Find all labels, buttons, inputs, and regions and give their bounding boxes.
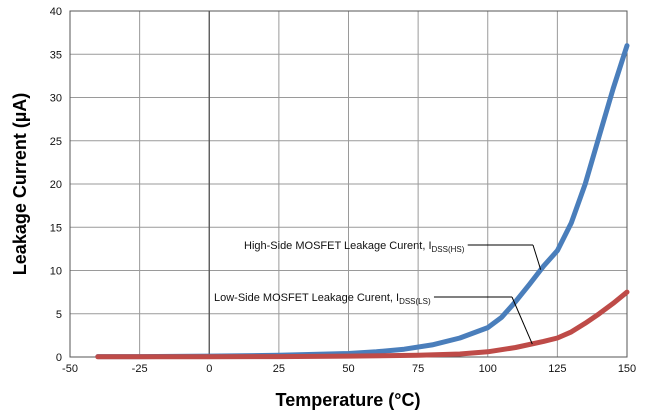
low-side-annotation: Low-Side MOSFET Leakage Curent, IDSS(LS) bbox=[214, 292, 431, 306]
y-tick-label: 0 bbox=[56, 352, 62, 364]
high-side-annotation: High-Side MOSFET Leakage Curent, IDSS(HS… bbox=[244, 240, 465, 254]
y-tick-label: 10 bbox=[50, 266, 62, 278]
low-side-annotation-subscript: DSS(LS) bbox=[399, 297, 431, 306]
x-tick-label: -25 bbox=[132, 363, 148, 375]
y-tick-labels: 0 5 10 15 20 25 30 35 40 bbox=[50, 6, 62, 364]
series-line-low-side bbox=[95, 289, 630, 360]
x-tick-label: -50 bbox=[62, 363, 78, 375]
y-tick-label: 5 bbox=[56, 309, 62, 321]
y-tick-label: 40 bbox=[50, 6, 62, 18]
annotations: High-Side MOSFET Leakage Curent, IDSS(HS… bbox=[214, 240, 542, 345]
y-axis-title: Leakage Current (µA) bbox=[10, 93, 30, 275]
x-tick-labels: -50 -25 0 25 50 75 100 125 150 bbox=[62, 363, 636, 375]
x-tick-label: 25 bbox=[273, 363, 285, 375]
high-side-annotation-text: High-Side MOSFET Leakage Curent, I bbox=[244, 240, 432, 252]
x-tick-label: 75 bbox=[412, 363, 424, 375]
y-tick-label: 35 bbox=[50, 49, 62, 61]
low-side-annotation-text: Low-Side MOSFET Leakage Curent, I bbox=[214, 292, 399, 304]
y-tick-label: 20 bbox=[50, 179, 62, 191]
data-series bbox=[95, 43, 630, 360]
y-tick-label: 30 bbox=[50, 93, 62, 105]
x-axis-title: Temperature (°C) bbox=[276, 390, 421, 410]
x-tick-label: 150 bbox=[618, 363, 636, 375]
low-side-leader-line-slope bbox=[511, 296, 533, 345]
y-tick-label: 25 bbox=[50, 136, 62, 148]
x-tick-label: 0 bbox=[206, 363, 212, 375]
x-tick-label: 100 bbox=[479, 363, 497, 375]
x-tick-label: 50 bbox=[342, 363, 354, 375]
high-side-annotation-subscript: DSS(HS) bbox=[432, 245, 465, 254]
x-tick-label: 125 bbox=[548, 363, 566, 375]
y-tick-label: 15 bbox=[50, 222, 62, 234]
high-side-leader-line-slope bbox=[532, 244, 542, 270]
